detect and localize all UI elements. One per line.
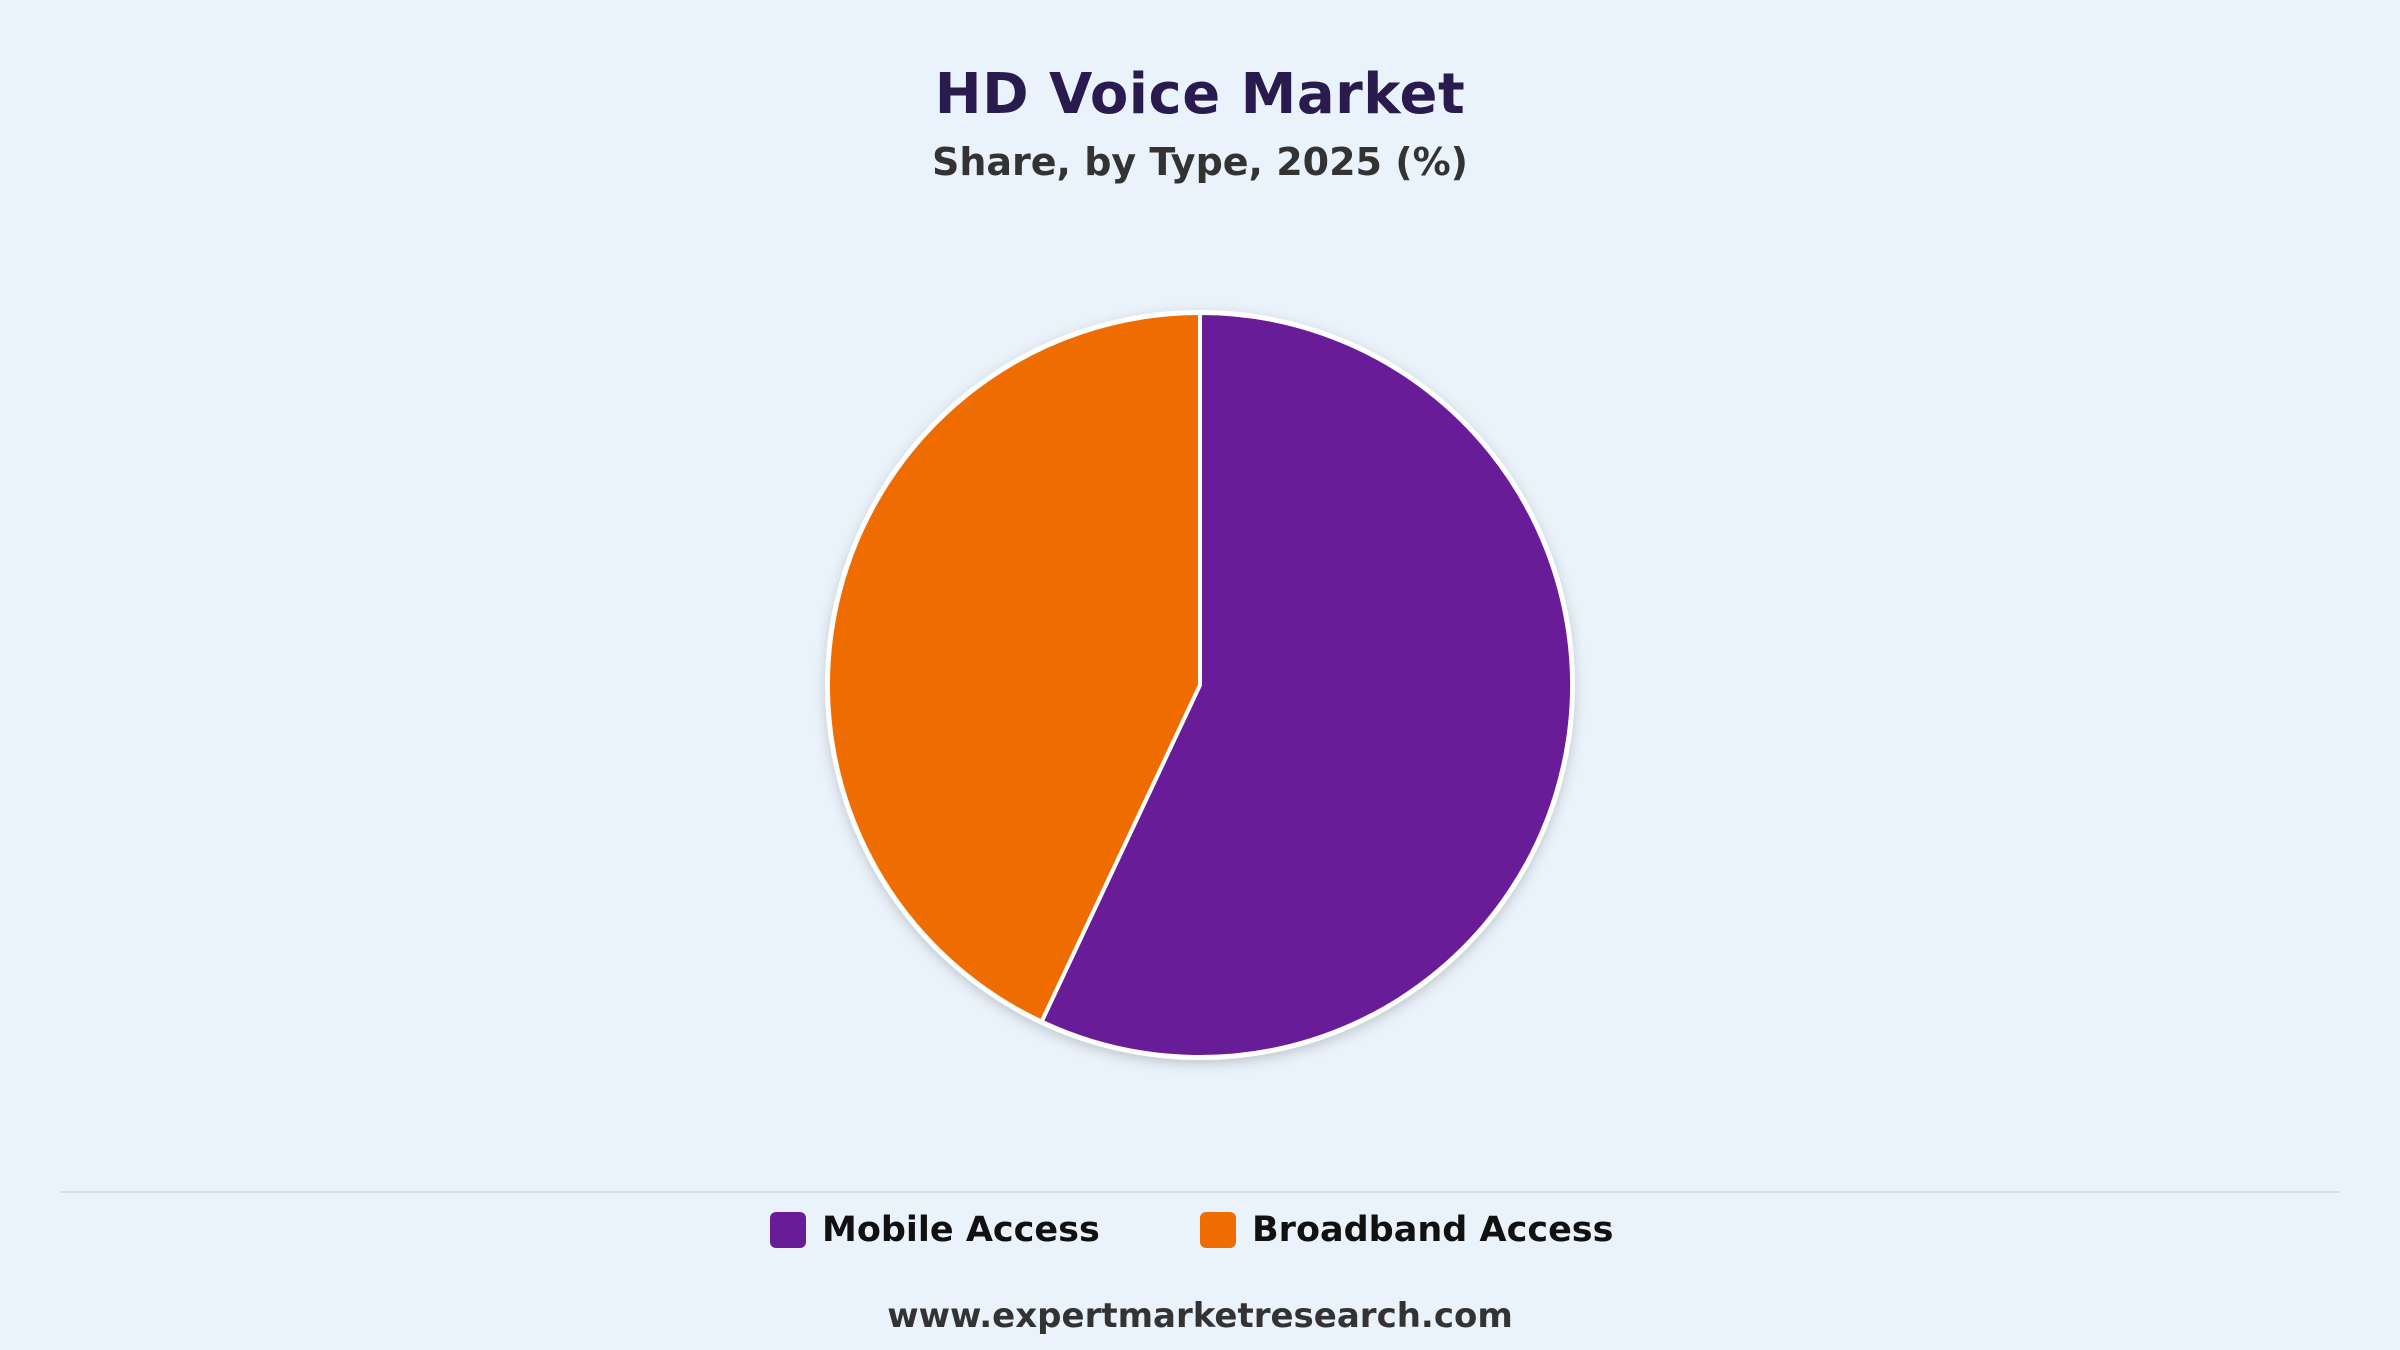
legend-swatch-mobile-access bbox=[770, 1212, 806, 1248]
chart-subtitle: Share, by Type, 2025 (%) bbox=[931, 140, 1469, 184]
legend-item-broadband-access: Broadband Access bbox=[1200, 1210, 1613, 1250]
legend-item-mobile-access: Mobile Access bbox=[770, 1210, 1100, 1250]
legend-swatch-broadband-access bbox=[1200, 1212, 1236, 1248]
chart-title: HD Voice Market bbox=[934, 62, 1466, 127]
pie-slice-broadband-access bbox=[826, 311, 1202, 1024]
pie-slice-mobile-access bbox=[1039, 311, 1574, 1059]
legend-label: Mobile Access bbox=[822, 1210, 1100, 1250]
source-url: www.expertmarketresearch.com bbox=[887, 1296, 1513, 1336]
legend-label: Broadband Access bbox=[1252, 1210, 1614, 1250]
legend: Mobile Access Broadband Access bbox=[0, 1210, 2400, 1250]
pie-slices bbox=[826, 311, 1574, 1059]
legend-divider bbox=[60, 1191, 2340, 1193]
